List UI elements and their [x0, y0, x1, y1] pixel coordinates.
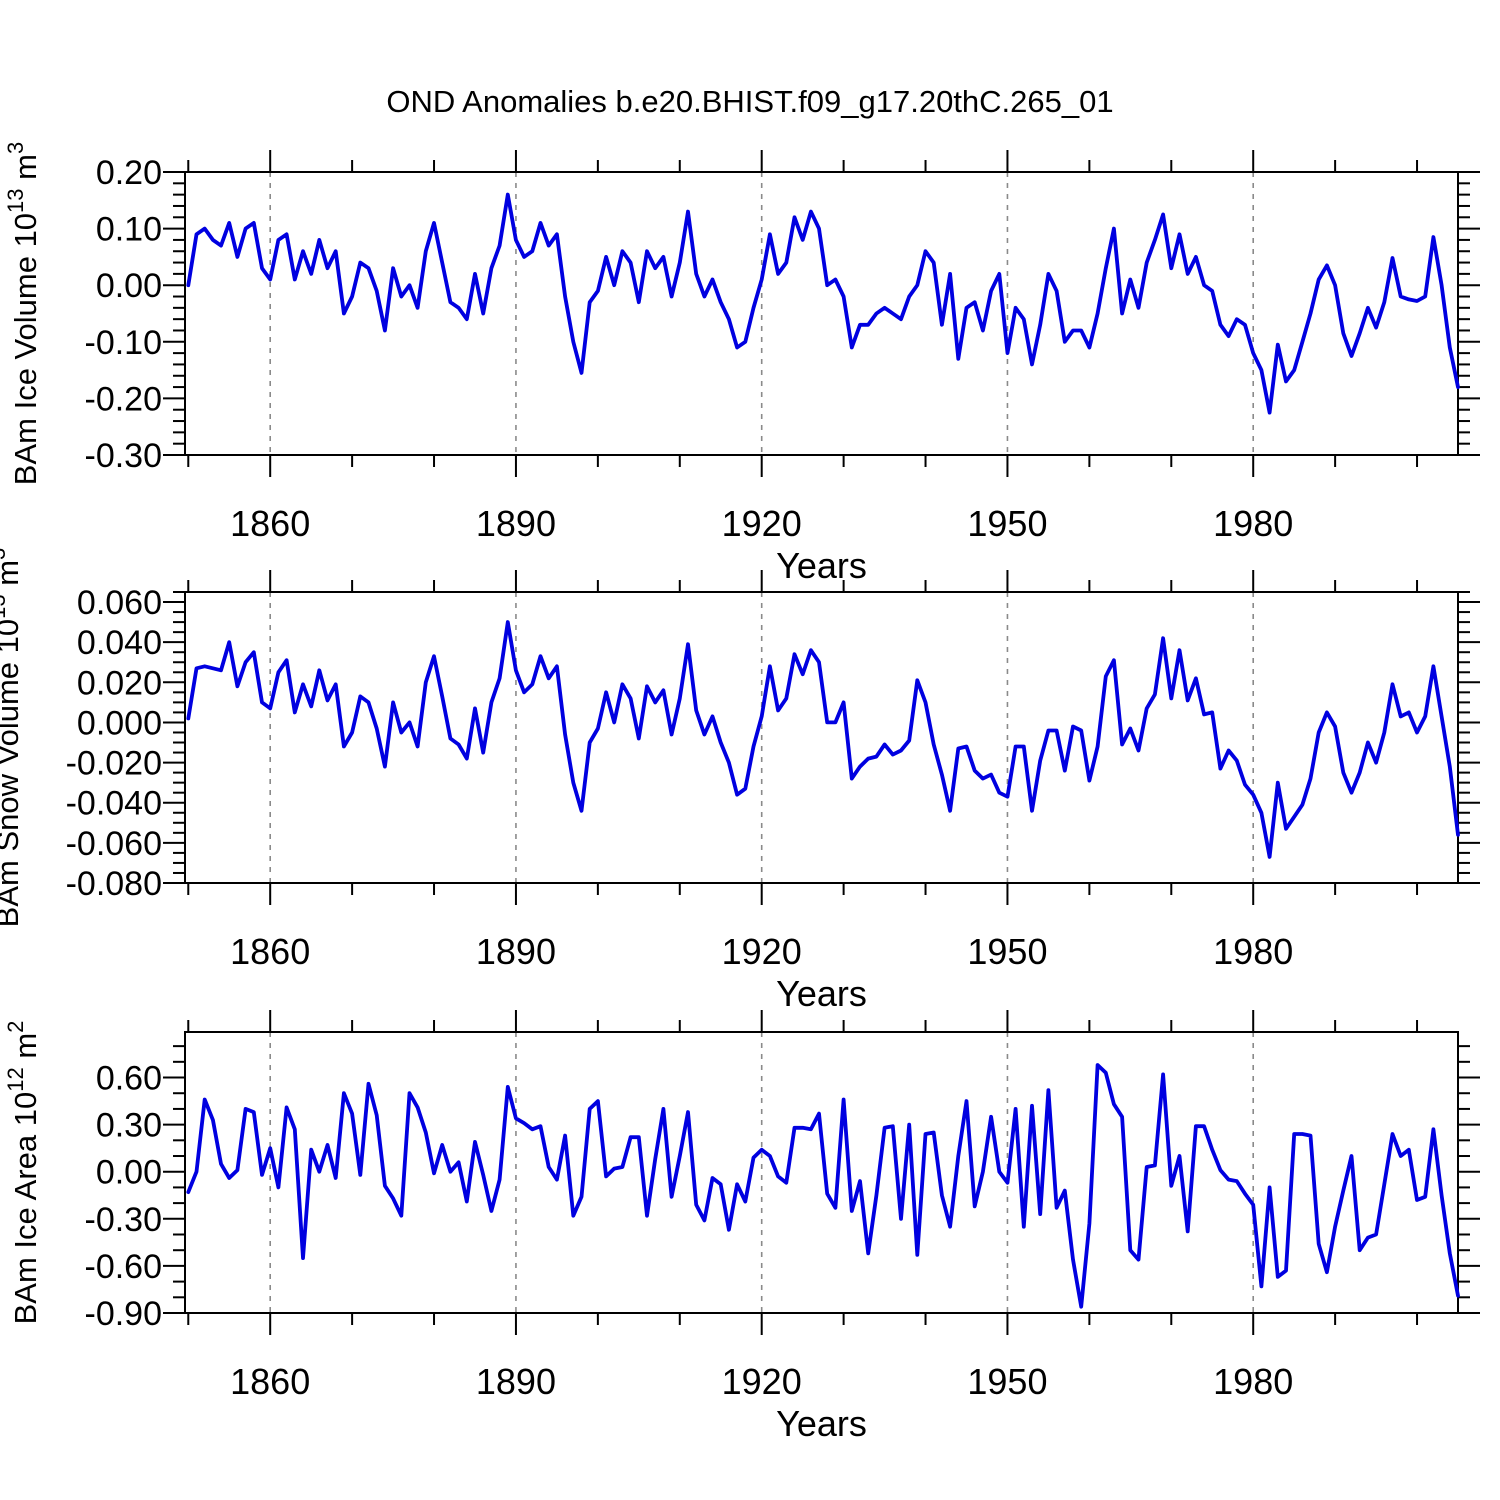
x-axis-title: Years	[776, 973, 867, 1014]
y-tick-label: 0.00	[96, 267, 162, 305]
y-tick-label: -0.20	[85, 380, 163, 418]
plot-frame	[184, 591, 1459, 884]
x-tick-label: 1920	[722, 503, 802, 544]
x-tick-label: 1890	[476, 931, 556, 972]
x-tick-label: 1980	[1213, 1361, 1293, 1402]
x-tick-label: 1860	[230, 931, 310, 972]
y-tick-label: -0.10	[85, 324, 163, 362]
x-tick-label: 1950	[967, 931, 1047, 972]
y-tick-label: -0.30	[85, 437, 163, 475]
x-tick-label: 1920	[722, 931, 802, 972]
panel-snow-volume: 1860 1890 1920 1950 1980 0.0600.0400.0200.000…	[0, 548, 1480, 1014]
y-tick-label: -0.040	[66, 785, 162, 823]
series-line-ice-area	[186, 1063, 1460, 1309]
y-tick-label: 0.60	[96, 1060, 162, 1098]
y-tick-label: -0.90	[85, 1295, 163, 1333]
x-tick-label: 1980	[1213, 931, 1293, 972]
x-tick-label: 1890	[476, 503, 556, 544]
y-tick-label: 0.000	[77, 704, 162, 742]
y-axis-title: BAm Ice Volume 1013 m3	[3, 142, 43, 485]
y-tick-label: 0.10	[96, 211, 162, 249]
x-tick-label: 1950	[967, 1361, 1047, 1402]
x-axis-title: Years	[776, 545, 867, 586]
x-tick-label: 1980	[1213, 503, 1293, 544]
y-tick-label: -0.60	[85, 1248, 163, 1286]
x-tick-label: 1890	[476, 1361, 556, 1402]
x-tick-label: 1920	[722, 1361, 802, 1402]
x-axis-title: Years	[776, 1403, 867, 1444]
series-line-ice-volume	[186, 192, 1460, 415]
y-tick-label: 0.060	[77, 584, 162, 622]
y-tick-label: 0.040	[77, 624, 162, 662]
x-tick-label: 1860	[230, 1361, 310, 1402]
y-tick-label: -0.060	[66, 825, 162, 863]
y-tick-label: -0.080	[66, 865, 162, 903]
plot-frame	[184, 1031, 1459, 1314]
y-tick-label: -0.30	[85, 1201, 163, 1239]
y-tick-label: 0.020	[77, 664, 162, 702]
y-tick-label: 0.00	[96, 1154, 162, 1192]
panel-ice-volume: 1860 1890 1920 1950 1980 0.20 0.10 0.00 -0.10 -0.…	[3, 142, 1480, 586]
y-axis-title: BAm Ice Area 1012 m2	[3, 1021, 43, 1325]
y-tick-label: 0.20	[96, 154, 162, 192]
plot-frame	[184, 171, 1459, 456]
chart-title: OND Anomalies b.e20.BHIST.f09_g17.20thC.…	[386, 84, 1114, 119]
x-tick-label: 1860	[230, 503, 310, 544]
y-tick-label: -0.020	[66, 745, 162, 783]
x-tick-label: 1950	[967, 503, 1047, 544]
series-line-snow-volume	[186, 620, 1460, 859]
y-tick-label: 0.30	[96, 1107, 162, 1145]
panel-ice-area: 1860 1890 1920 1950 1980 0.60 0.30 0.00 -0.30 -0.…	[3, 1010, 1480, 1444]
y-axis-title: BAm Snow Volume 1013 m3	[0, 548, 25, 928]
